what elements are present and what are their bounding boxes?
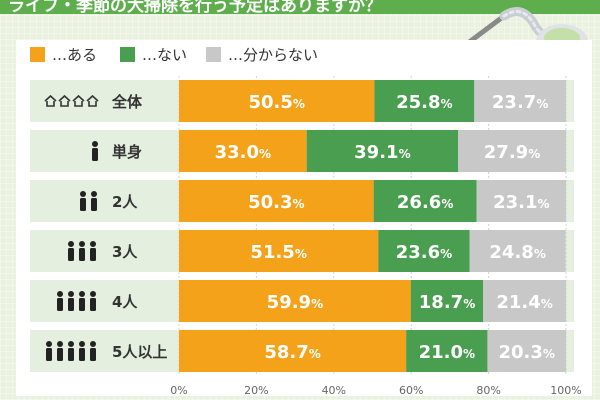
row-label-text: 2人 xyxy=(112,193,138,211)
data-label: 24.8% xyxy=(489,242,545,263)
x-tick-label: 20% xyxy=(244,384,268,397)
data-label: 50.5% xyxy=(248,92,304,113)
data-label: 23.7% xyxy=(492,92,548,113)
row-label-text: 4人 xyxy=(112,293,138,311)
bar-segment xyxy=(179,230,379,272)
data-label: 59.9% xyxy=(267,292,323,313)
row-label-tanshin: 単身 xyxy=(30,130,177,172)
data-label: 20.3% xyxy=(498,342,554,363)
data-label: 27.9% xyxy=(484,142,540,163)
legend-label: …ある xyxy=(52,46,98,64)
person-icon xyxy=(44,330,98,372)
row-label-2nin: 2人 xyxy=(30,180,177,222)
x-tick-label: 60% xyxy=(399,384,423,397)
bar-segment xyxy=(469,230,566,272)
legend-swatch xyxy=(120,47,135,62)
bar-segment xyxy=(474,80,566,122)
bar-segment xyxy=(179,180,374,222)
person-icon xyxy=(66,230,98,272)
bar-segment xyxy=(378,230,470,272)
bar-segment xyxy=(374,80,475,122)
bar-segment xyxy=(179,130,307,172)
data-label: 23.6% xyxy=(396,242,452,263)
person-icon xyxy=(55,280,98,322)
bar-segment xyxy=(306,130,459,172)
data-label: 23.1% xyxy=(493,192,549,213)
x-tick-label: 0% xyxy=(170,384,187,397)
data-label: 39.1% xyxy=(354,142,410,163)
row-label-zentai: 全体 xyxy=(30,80,177,122)
legend-swatch xyxy=(30,47,45,62)
row-label-3nin: 3人 xyxy=(30,230,177,272)
row-label-text: 全体 xyxy=(112,93,143,111)
data-label: 25.8% xyxy=(396,92,452,113)
data-label: 26.6% xyxy=(397,192,453,213)
row-label-text: 3人 xyxy=(112,243,138,261)
data-label: 33.0% xyxy=(215,142,271,163)
bar-segment xyxy=(487,330,566,372)
houses-icon xyxy=(44,80,99,122)
data-label: 51.5% xyxy=(250,242,306,263)
data-label: 50.3% xyxy=(248,192,304,213)
row-label-text: 5人以上 xyxy=(112,343,168,361)
bar-segment xyxy=(179,280,411,322)
legend-swatch xyxy=(206,47,221,62)
bar-segment xyxy=(483,280,566,322)
bar-segment xyxy=(406,330,488,372)
row-label-text: 単身 xyxy=(112,143,143,161)
person-icon xyxy=(90,130,100,172)
bar-segment xyxy=(458,130,566,172)
data-label: 18.7% xyxy=(419,292,475,313)
bar-segment xyxy=(373,180,477,222)
x-tick-label: 40% xyxy=(322,384,346,397)
title-band: ライフ・季節の大掃除を行う予定はありますか？ xyxy=(0,0,600,14)
bar-segment xyxy=(179,80,375,122)
row-label-4nin: 4人 xyxy=(30,280,177,322)
data-label: 58.7% xyxy=(264,342,320,363)
bar-segment xyxy=(476,180,566,222)
bar-segment xyxy=(179,330,407,372)
x-tick-label: 80% xyxy=(476,384,500,397)
person-icon xyxy=(78,180,99,222)
legend-label: …ない xyxy=(142,46,188,64)
legend-label: …分からない xyxy=(228,46,319,64)
page-title: ライフ・季節の大掃除を行う予定はありますか？ xyxy=(8,0,382,14)
x-tick-label: 100% xyxy=(550,384,581,397)
bar-segment xyxy=(410,280,484,322)
data-label: 21.0% xyxy=(419,342,475,363)
data-label: 21.4% xyxy=(496,292,552,313)
row-label-5nin-ijo: 5人以上 xyxy=(30,330,177,372)
